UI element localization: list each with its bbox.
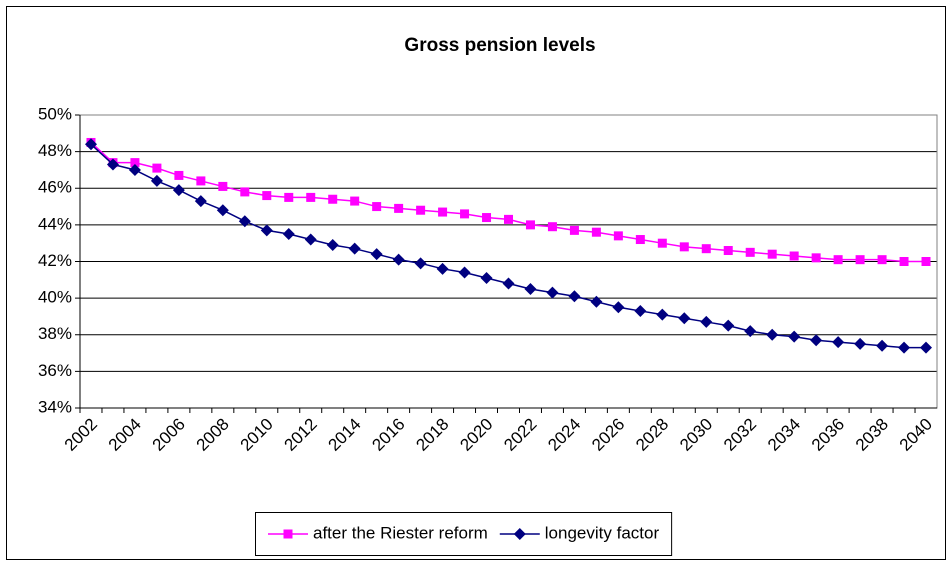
marker [898,341,911,354]
y-tick-label: 42% [38,251,72,270]
marker [480,271,493,284]
marker [634,304,647,317]
marker [876,339,889,352]
marker [326,239,339,252]
legend-marker [283,529,293,539]
marker [482,213,492,223]
marker [502,277,515,290]
legend: after the Riester reform longevity factor [255,512,673,556]
marker [240,187,250,197]
marker [306,192,316,202]
marker [767,249,777,259]
y-tick-label: 38% [38,324,72,343]
marker [854,337,867,350]
marker [745,247,755,257]
marker [832,336,845,349]
y-tick-label: 46% [38,178,72,197]
marker [723,246,733,256]
y-tick-label: 34% [38,397,72,416]
legend-box [255,512,673,556]
marker [679,242,689,252]
marker [833,255,843,265]
marker [458,266,471,279]
marker [525,220,535,230]
y-tick-label: 40% [38,288,72,307]
marker [591,227,601,237]
y-tick-label: 48% [38,141,72,160]
marker [744,325,757,338]
marker [394,203,404,213]
marker [216,204,229,217]
marker [811,253,821,263]
marker [350,196,360,206]
marker [612,301,625,314]
marker [392,253,405,266]
marker [172,184,185,197]
chart-title: Gross pension levels [404,35,595,56]
marker [218,181,228,191]
marker [678,312,691,325]
legend-label: longevity factor [545,523,660,542]
y-tick-label: 44% [38,214,72,233]
marker [613,231,623,241]
marker [416,205,426,215]
marker [766,328,779,341]
marker [789,251,799,261]
y-tick-label: 50% [38,104,72,123]
marker [899,257,909,266]
marker [546,286,559,299]
marker [106,158,119,171]
marker [568,290,581,303]
marker [701,244,711,254]
marker [304,233,317,246]
marker [547,222,557,232]
marker [657,238,667,248]
marker [920,341,933,354]
marker [328,194,338,204]
marker [504,214,513,224]
marker [284,192,294,202]
marker [460,209,470,219]
marker [196,176,206,186]
marker [438,207,448,217]
marker [150,174,163,187]
legend-label: after the Riester reform [313,523,488,542]
marker [152,163,162,173]
y-tick-label: 36% [38,361,72,380]
marker [700,315,713,328]
marker [372,202,382,212]
marker [524,282,537,295]
marker [436,262,449,275]
marker [590,295,603,308]
marker [238,215,251,228]
marker [370,248,383,261]
marker [722,319,735,332]
marker [262,191,272,201]
marker [282,228,295,241]
marker [130,158,140,168]
legend-marker [513,528,526,540]
marker [788,330,801,343]
marker [855,255,865,265]
marker [877,255,887,265]
marker [414,257,427,270]
marker [921,257,931,266]
marker [348,242,361,255]
marker [128,163,141,176]
marker [260,224,273,237]
marker [84,138,97,151]
marker [656,308,669,321]
marker [174,170,184,180]
marker [810,334,823,347]
chart-border [6,6,946,560]
marker [194,195,207,208]
marker [635,235,645,245]
marker [569,225,579,235]
